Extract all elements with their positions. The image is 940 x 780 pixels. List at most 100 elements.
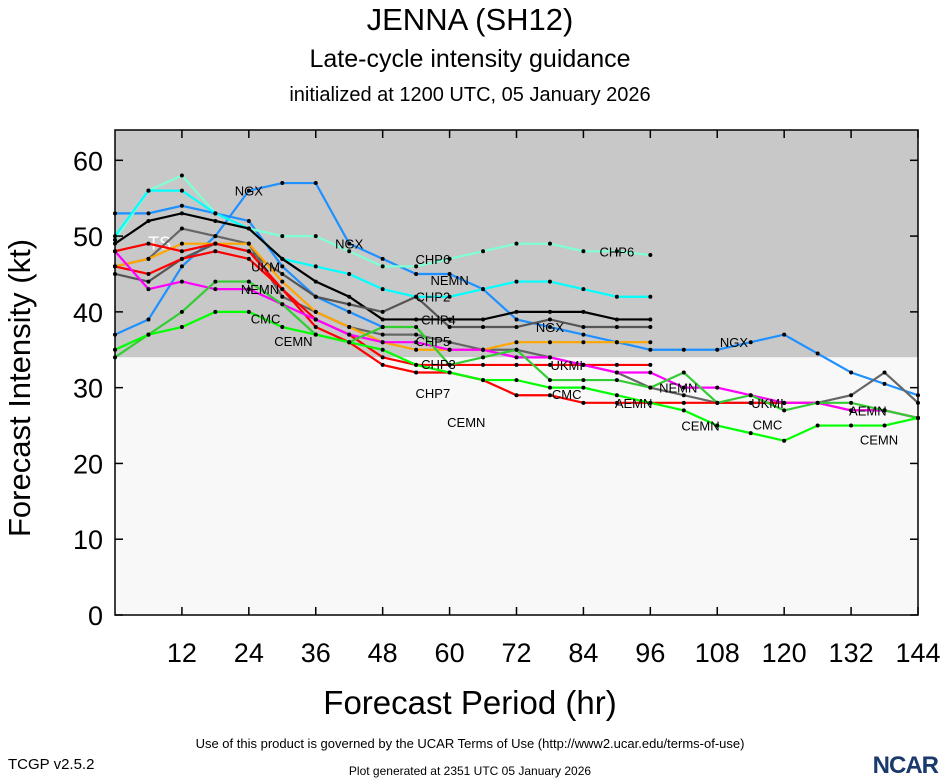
data-point-ngx [280,181,285,186]
data-point-ukmi [849,393,854,398]
data-point-chp6 [347,249,352,254]
y-tick-label: 50 [73,222,103,252]
data-point-aemn [380,362,385,367]
data-point-chp7 [514,362,519,367]
data-point-ngx [748,340,753,345]
series-label-cemn: CEMN [274,334,312,349]
data-point-ukmi [380,332,385,337]
data-point-ukmi [213,234,218,239]
x-axis-label: Forecast Period (hr) [323,684,617,721]
data-point-chp6 [481,249,486,254]
data-point-chp3 [414,347,419,352]
data-point-cmc [849,400,854,405]
data-point-cmc [447,362,452,367]
data-point-cmc [882,408,887,413]
data-point-aemn [280,287,285,292]
data-point-ngx [347,241,352,246]
data-point-chp4 [347,294,352,299]
data-point-ngx [146,317,151,322]
series-label-ngx: NGX [235,184,264,199]
data-point-chp4 [280,256,285,261]
data-point-chp6 [414,264,419,269]
data-point-chp3 [246,241,251,246]
data-point-chp7 [213,241,218,246]
data-point-chp3 [514,340,519,345]
data-point-cemn [547,385,552,390]
data-point-chp4 [547,309,552,314]
series-label-chp4: CHP4 [421,312,456,327]
series-label-ngx: NGX [536,320,565,335]
data-point-ngx [179,264,184,269]
x-tick-label: 60 [435,638,465,668]
y-axis-label: Forecast Intensity (kt) [2,238,37,538]
y-tick-label: 10 [73,525,103,555]
data-point-ukmi [882,370,887,375]
data-point-cemn [380,347,385,352]
data-point-chp7 [648,362,653,367]
data-point-ukm [347,309,352,314]
data-point-ngx [380,256,385,261]
data-point-chp5 [414,294,419,299]
data-point-cmc [782,408,787,413]
data-point-cemn [648,400,653,405]
data-point-cmc [715,400,720,405]
data-point-cemn [481,378,486,383]
data-point-chp6 [547,241,552,246]
data-point-aemn [146,271,151,276]
series-label-cmc: CMC [251,311,281,326]
data-point-nemn [849,408,854,413]
data-point-nemn [179,279,184,284]
data-point-cemn [179,325,184,330]
data-point-ngx [782,332,787,337]
data-point-nemn [514,355,519,360]
series-label-cmc: CMC [552,387,582,402]
data-point-nemn [213,287,218,292]
data-point-aemn [748,400,753,405]
data-point-cmc [280,302,285,307]
data-point-chp7 [380,355,385,360]
data-point-chp2 [380,287,385,292]
data-point-chp7 [246,249,251,254]
data-point-nemn [447,347,452,352]
data-point-nemn [347,332,352,337]
series-label-aemn: AEMN [849,403,887,418]
chart-title: JENNA (SH12) [366,2,574,37]
series-label-chp6: CHP6 [600,244,635,259]
data-point-ngx [447,271,452,276]
series-label-cmc: CMC [753,417,783,432]
data-point-ngx [849,370,854,375]
data-point-ngx [414,271,419,276]
data-point-nemn [380,340,385,345]
data-point-chp7 [179,249,184,254]
data-point-chp5 [313,294,318,299]
data-point-cemn [748,431,753,436]
data-point-chp2 [614,294,619,299]
data-point-nemn [648,370,653,375]
data-point-ngx [581,332,586,337]
data-point-cemn [514,378,519,383]
data-point-cmc [414,325,419,330]
data-point-chp3 [648,340,653,345]
data-point-chp6 [380,264,385,269]
version-label: TCGP v2.5.2 [8,756,95,773]
data-point-ukmi [179,226,184,231]
series-label-cemn: CEMN [681,419,719,434]
data-point-chp2 [581,287,586,292]
data-point-ngx [882,381,887,386]
data-point-aemn [179,256,184,261]
data-point-chp3 [313,309,318,314]
data-point-cemn [280,325,285,330]
data-point-cmc [514,347,519,352]
data-point-aemn [581,400,586,405]
x-tick-label: 48 [368,638,398,668]
data-point-cmc [648,385,653,390]
data-point-chp3 [547,340,552,345]
ncar-logo: NCAR [872,752,939,779]
series-label-nemn: NEMN [430,273,468,288]
data-point-cemn [246,309,251,314]
data-point-ngx [648,347,653,352]
series-label-chp3: CHP3 [421,357,456,372]
data-point-chp2 [313,264,318,269]
data-point-ukm [280,264,285,269]
